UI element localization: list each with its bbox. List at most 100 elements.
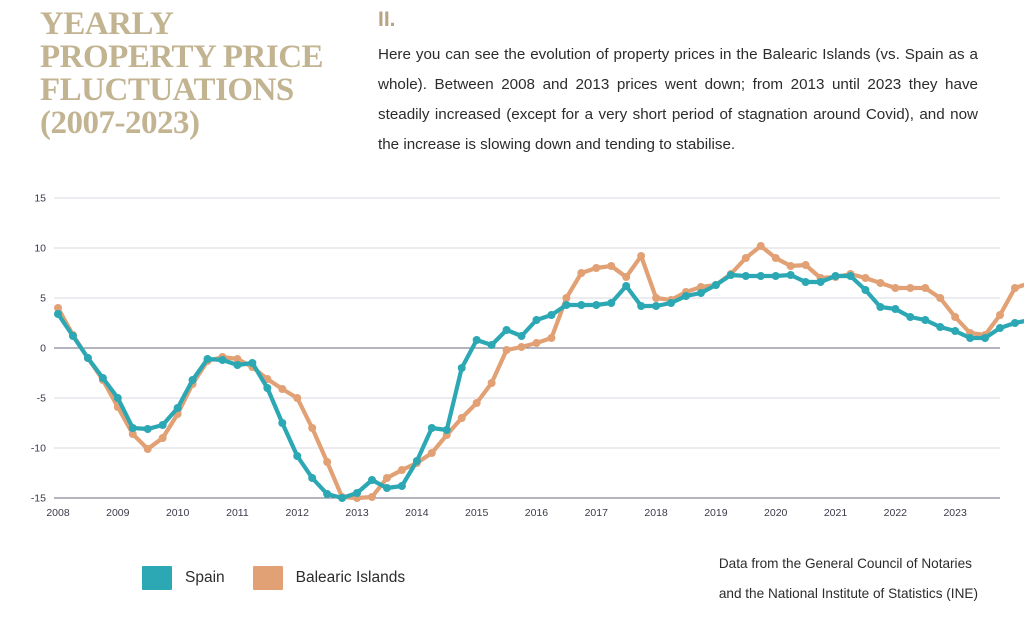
- data-point: [293, 394, 302, 402]
- data-point: [756, 242, 765, 250]
- page-title: YEARLY PROPERTY PRICE FLUCTUATIONS (2007…: [40, 8, 355, 140]
- data-point: [891, 305, 900, 313]
- data-point: [816, 278, 825, 286]
- data-point: [637, 252, 646, 260]
- data-point: [487, 341, 496, 349]
- legend-label-balearic-islands: Balearic Islands: [295, 569, 406, 586]
- data-point: [652, 294, 661, 302]
- data-point: [936, 323, 945, 331]
- legend-label-spain: Spain: [185, 569, 225, 586]
- data-point: [382, 474, 391, 482]
- title-line-2: PROPERTY PRICE: [40, 39, 324, 75]
- data-point: [637, 302, 646, 310]
- data-point: [1010, 284, 1019, 292]
- series-line: [55, 272, 1024, 501]
- data-point: [502, 326, 511, 334]
- data-point: [682, 292, 690, 300]
- data-point: [607, 299, 616, 307]
- data-point: [233, 361, 242, 369]
- data-point: [98, 374, 107, 382]
- intro-block: II. Here you can see the evolution of pr…: [378, 8, 978, 160]
- x-axis-tick-label: 2009: [106, 507, 130, 519]
- title-line-4: (2007-2023): [40, 105, 200, 141]
- data-point: [143, 425, 152, 433]
- data-point: [801, 278, 810, 286]
- data-point: [158, 434, 167, 442]
- data-point: [577, 301, 586, 309]
- data-point: [786, 271, 795, 279]
- source-line-1: Data from the General Council of Notarie…: [718, 556, 972, 571]
- data-point: [607, 262, 616, 270]
- data-point: [368, 493, 376, 501]
- data-point: [1010, 319, 1019, 327]
- y-axis-tick-label: -15: [31, 493, 46, 505]
- chart-container: 15 10 5 0 -5 -10 -15 2008 2009 2010 2011 2012 2013 20…: [0, 178, 1024, 528]
- data-point: [831, 272, 840, 280]
- chart-legend: Spain Balearic Islands: [142, 566, 405, 590]
- data-point: [353, 489, 362, 497]
- data-point: [173, 404, 182, 412]
- data-point: [128, 430, 137, 438]
- data-point: [278, 385, 287, 393]
- data-point: [188, 376, 197, 384]
- x-axis-tick-label: 2020: [764, 507, 788, 519]
- data-point: [338, 494, 347, 502]
- data-point: [68, 332, 77, 340]
- data-point: [577, 269, 586, 277]
- data-point: [54, 304, 62, 312]
- data-point: [472, 399, 481, 407]
- data-point: [562, 294, 571, 302]
- data-point: [741, 272, 750, 280]
- legend-swatch-balearic-islands: [252, 566, 283, 590]
- data-point: [711, 281, 720, 289]
- data-point: [592, 301, 601, 309]
- data-point: [203, 355, 212, 363]
- data-point: [128, 424, 137, 432]
- data-point: [936, 294, 945, 302]
- data-point: [397, 466, 406, 474]
- y-axis-tick-label: 5: [40, 293, 46, 305]
- data-point: [756, 272, 765, 280]
- data-point: [397, 482, 406, 490]
- x-axis-tick-label: 2022: [884, 507, 908, 519]
- series-balearic-islands: [54, 242, 1024, 502]
- x-axis-tick-label: 2019: [704, 507, 728, 519]
- x-axis-tick-label: 2021: [824, 507, 848, 519]
- data-point: [427, 424, 436, 432]
- x-axis-tick-label: 2017: [585, 507, 609, 519]
- data-point: [472, 336, 481, 344]
- data-point: [532, 339, 541, 347]
- legend-item-spain: Spain: [142, 566, 225, 590]
- data-point: [592, 264, 601, 272]
- source-note: Data from the General Council of Notarie…: [719, 549, 978, 609]
- data-point: [846, 272, 855, 280]
- header: YEARLY PROPERTY PRICE FLUCTUATIONS (2007…: [0, 0, 1024, 175]
- data-point: [323, 490, 332, 498]
- data-point: [891, 284, 900, 292]
- data-point: [861, 286, 870, 294]
- data-point: [667, 299, 676, 307]
- y-axis-tick-label: -5: [37, 393, 46, 405]
- data-point: [517, 343, 526, 351]
- data-point: [517, 332, 526, 340]
- data-point: [158, 421, 167, 429]
- data-point: [996, 324, 1004, 332]
- source-line-2: and the National Institute of Statistics…: [718, 586, 978, 601]
- x-axis-tick-label: 2010: [166, 507, 190, 519]
- data-point: [368, 476, 376, 484]
- data-point: [83, 354, 92, 362]
- data-point: [218, 356, 227, 364]
- data-point: [308, 474, 317, 482]
- data-point: [652, 302, 661, 310]
- data-point: [622, 282, 631, 290]
- x-axis-tick-label: 2012: [286, 507, 310, 519]
- data-point: [248, 359, 257, 367]
- legend-swatch-spain: [142, 566, 172, 590]
- data-point: [741, 254, 750, 262]
- intro-paragraph: Here you can see the evolution of proper…: [378, 46, 978, 153]
- data-point: [263, 384, 272, 392]
- y-axis-tick-label: 10: [34, 243, 46, 255]
- data-point: [502, 346, 511, 354]
- data-point: [996, 311, 1004, 319]
